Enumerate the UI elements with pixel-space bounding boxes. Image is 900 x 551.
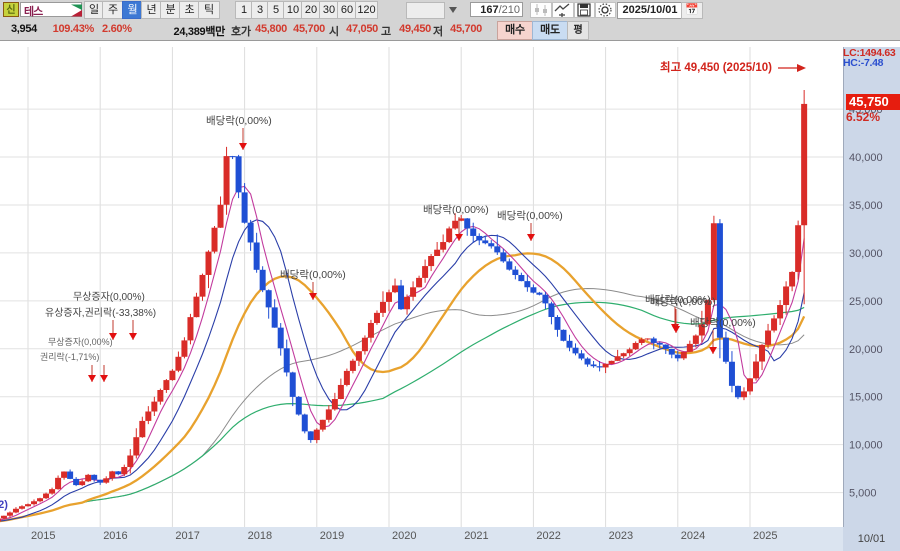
svg-text:배당락(0,00%): 배당락(0,00%) xyxy=(280,269,346,281)
svg-text:권리락(-1,71%): 권리락(-1,71%) xyxy=(40,351,99,362)
svg-text:15,000: 15,000 xyxy=(849,392,883,404)
svg-text:30,000: 30,000 xyxy=(849,248,883,260)
svg-text:배당락(0,00%): 배당락(0,00%) xyxy=(497,210,563,222)
svg-text:5,000: 5,000 xyxy=(849,488,877,500)
svg-text:유상증자,권리락(-33,38%): 유상증자,권리락(-33,38%) xyxy=(45,307,156,319)
svg-text:35,000: 35,000 xyxy=(849,200,883,212)
svg-text:40,000: 40,000 xyxy=(849,152,883,164)
svg-text:무상증자(0,00%): 무상증자(0,00%) xyxy=(73,291,145,303)
svg-text:무상증자(0,00%): 무상증자(0,00%) xyxy=(48,337,113,347)
svg-text:20,000: 20,000 xyxy=(849,344,883,356)
svg-text:25,000: 25,000 xyxy=(849,296,883,308)
svg-text:최고 49,450 (2025/10): 최고 49,450 (2025/10) xyxy=(660,60,772,74)
svg-text:10,000: 10,000 xyxy=(849,440,883,452)
svg-text:배당락(0,00%): 배당락(0,00%) xyxy=(423,204,489,216)
svg-text:배당락(0,00%): 배당락(0,00%) xyxy=(206,115,272,127)
svg-text:배당락(0,00%): 배당락(0,00%) xyxy=(650,296,716,308)
svg-text:배당락(0,00%): 배당락(0,00%) xyxy=(690,317,756,329)
